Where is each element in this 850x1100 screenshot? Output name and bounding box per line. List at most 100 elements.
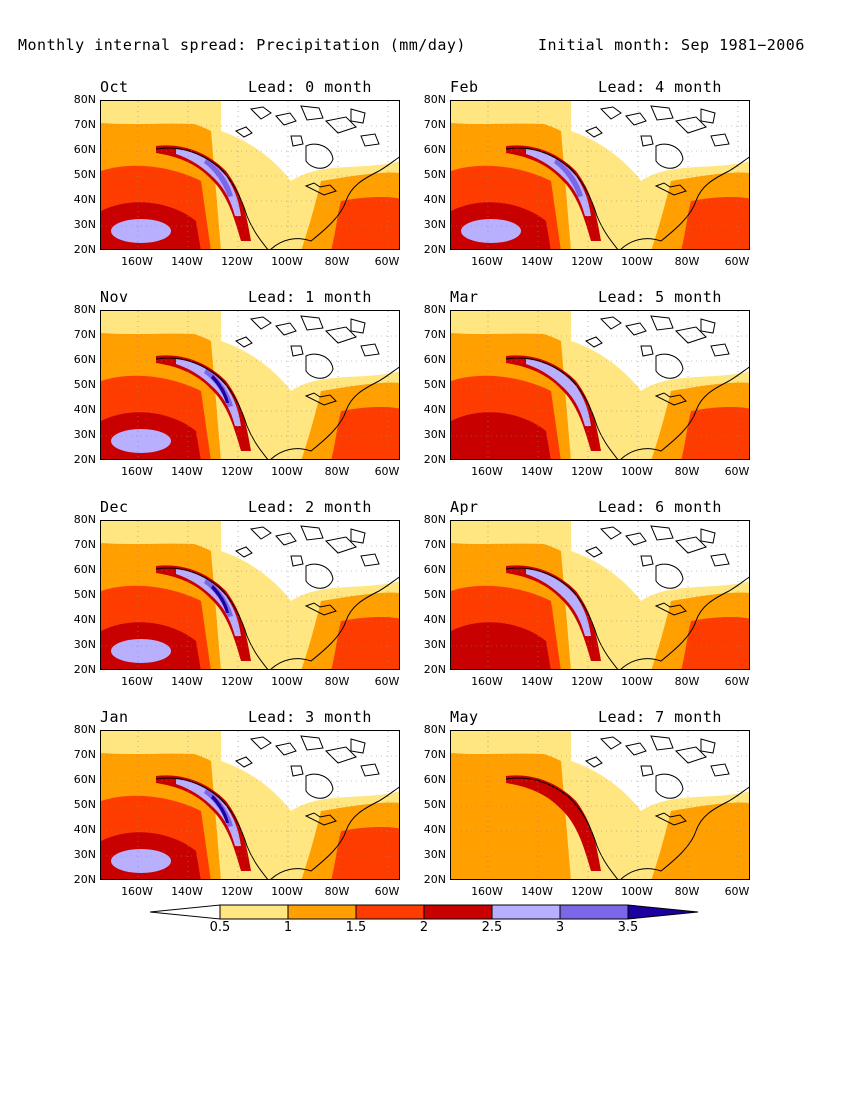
latitude-tick-label: 20N <box>73 453 96 466</box>
latitude-tick-label: 70N <box>73 328 96 341</box>
latitude-tick-label: 80N <box>423 303 446 316</box>
colorbar-swatch <box>491 904 561 920</box>
latitude-tick-label: 30N <box>423 218 446 231</box>
longitude-tick-label: 80W <box>324 675 350 688</box>
longitude-tick-label: 60W <box>374 465 400 478</box>
latitude-tick-label: 40N <box>423 823 446 836</box>
latitude-tick-label: 50N <box>423 588 446 601</box>
longitude-tick-label: 100W <box>271 465 303 478</box>
figure-title: Monthly internal spread: Precipitation (… <box>18 36 466 54</box>
colorbar-tick-label: 1.5 <box>345 920 367 935</box>
latitude-tick-label: 50N <box>73 378 96 391</box>
panel-lead-label: Lead: 1 month <box>248 288 372 306</box>
longitude-tick-label: 120W <box>571 255 603 268</box>
latitude-tick-label: 20N <box>423 873 446 886</box>
longitude-tick-label: 60W <box>724 675 750 688</box>
panel-month-label: Mar <box>450 288 479 306</box>
latitude-tick-label: 20N <box>73 873 96 886</box>
latitude-tick-label: 60N <box>423 563 446 576</box>
latitude-tick-label: 60N <box>73 353 96 366</box>
latitude-tick-label: 40N <box>423 403 446 416</box>
longitude-tick-label: 140W <box>171 465 203 478</box>
latitude-tick-label: 30N <box>73 638 96 651</box>
longitude-tick-label: 100W <box>621 465 653 478</box>
latitude-tick-label: 20N <box>73 243 96 256</box>
longitude-tick-label: 160W <box>121 465 153 478</box>
latitude-tick-label: 40N <box>423 613 446 626</box>
longitude-tick-label: 120W <box>571 675 603 688</box>
longitude-tick-label: 160W <box>471 675 503 688</box>
panel-month-label: Feb <box>450 78 479 96</box>
longitude-tick-label: 100W <box>621 885 653 898</box>
latitude-tick-label: 70N <box>423 538 446 551</box>
colorbar-tick-label: 3.5 <box>617 920 639 935</box>
precipitation-spread-map <box>101 731 399 879</box>
precipitation-spread-map <box>101 521 399 669</box>
longitude-tick-label: 60W <box>724 465 750 478</box>
panel-lead-label: Lead: 7 month <box>598 708 722 726</box>
longitude-tick-label: 140W <box>521 885 553 898</box>
colorbar-swatch <box>559 904 629 920</box>
latitude-tick-label: 50N <box>423 168 446 181</box>
colorbar-swatch <box>355 904 425 920</box>
latitude-tick-label: 30N <box>423 638 446 651</box>
panel-month-label: Dec <box>100 498 129 516</box>
map-panel <box>100 100 400 250</box>
longitude-tick-label: 80W <box>324 255 350 268</box>
longitude-tick-label: 60W <box>374 255 400 268</box>
longitude-tick-label: 80W <box>324 885 350 898</box>
longitude-tick-label: 80W <box>674 255 700 268</box>
colorbar-swatch <box>627 904 699 920</box>
longitude-tick-label: 80W <box>324 465 350 478</box>
precipitation-spread-map <box>451 311 749 459</box>
panel-month-label: May <box>450 708 479 726</box>
panel-lead-label: Lead: 2 month <box>248 498 372 516</box>
latitude-tick-label: 30N <box>423 848 446 861</box>
map-panel <box>450 100 750 250</box>
longitude-tick-label: 100W <box>271 255 303 268</box>
colorbar-swatch <box>287 904 357 920</box>
latitude-tick-label: 80N <box>423 513 446 526</box>
latitude-tick-label: 30N <box>73 848 96 861</box>
map-panel <box>450 730 750 880</box>
latitude-tick-label: 20N <box>73 663 96 676</box>
latitude-tick-label: 80N <box>423 723 446 736</box>
panel-lead-label: Lead: 5 month <box>598 288 722 306</box>
longitude-tick-label: 160W <box>121 675 153 688</box>
latitude-tick-label: 40N <box>73 613 96 626</box>
longitude-tick-label: 140W <box>521 675 553 688</box>
latitude-tick-label: 40N <box>73 823 96 836</box>
colorbar-tick-label: 0.5 <box>209 920 231 935</box>
latitude-tick-label: 20N <box>423 453 446 466</box>
longitude-tick-label: 80W <box>674 465 700 478</box>
colorbar-tick-label: 2.5 <box>481 920 503 935</box>
longitude-tick-label: 140W <box>171 255 203 268</box>
latitude-tick-label: 70N <box>423 118 446 131</box>
longitude-tick-label: 100W <box>621 255 653 268</box>
colorbar-tick-label: 1 <box>283 920 293 935</box>
colorbar-tick-label: 3 <box>555 920 565 935</box>
longitude-tick-label: 160W <box>121 885 153 898</box>
latitude-tick-label: 60N <box>73 143 96 156</box>
colorbar-swatch <box>149 904 221 920</box>
latitude-tick-label: 50N <box>73 798 96 811</box>
latitude-tick-label: 70N <box>423 748 446 761</box>
longitude-tick-label: 160W <box>471 465 503 478</box>
latitude-tick-label: 70N <box>73 538 96 551</box>
colorbar-swatch <box>423 904 493 920</box>
panel-month-label: Apr <box>450 498 479 516</box>
longitude-tick-label: 60W <box>374 675 400 688</box>
longitude-tick-label: 120W <box>221 885 253 898</box>
colorbar-swatch <box>219 904 289 920</box>
longitude-tick-label: 60W <box>724 885 750 898</box>
longitude-tick-label: 120W <box>221 255 253 268</box>
latitude-tick-label: 50N <box>73 168 96 181</box>
precipitation-spread-map <box>451 731 749 879</box>
longitude-tick-label: 140W <box>171 675 203 688</box>
precipitation-spread-map <box>451 101 749 249</box>
latitude-tick-label: 50N <box>423 378 446 391</box>
longitude-tick-label: 60W <box>374 885 400 898</box>
longitude-tick-label: 60W <box>724 255 750 268</box>
latitude-tick-label: 30N <box>423 428 446 441</box>
panel-month-label: Nov <box>100 288 129 306</box>
